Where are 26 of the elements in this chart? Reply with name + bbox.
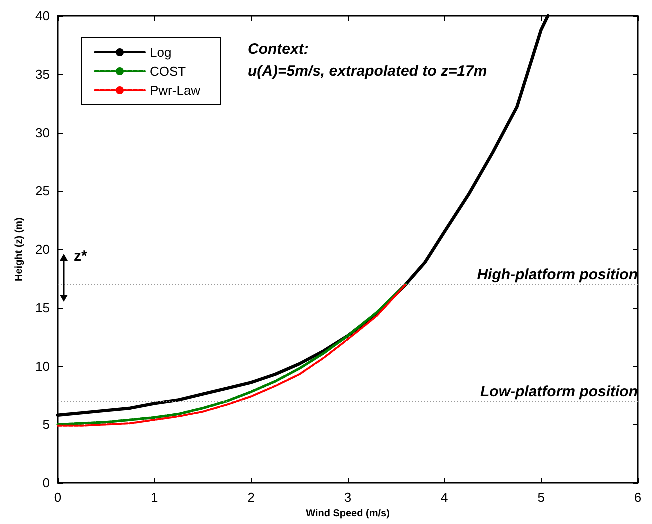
x-tick-label: 1 <box>151 490 158 506</box>
legend-label: COST <box>150 64 186 79</box>
y-tick-label: 0 <box>42 476 50 491</box>
y-tick-label: 25 <box>36 184 50 199</box>
annotation: z* <box>74 248 88 265</box>
x-tick-label: 6 <box>634 490 642 506</box>
x-tick-label: 3 <box>344 490 352 506</box>
legend-label: Pwr-Law <box>150 83 202 98</box>
x-tick-label: 0 <box>54 490 62 506</box>
ref-line-label: Low-platform position <box>480 383 638 400</box>
y-tick-label: 20 <box>36 242 50 258</box>
x-tick-label: 5 <box>538 490 545 506</box>
annotation: Context: <box>248 41 309 58</box>
ref-line-label: High-platform position <box>477 266 638 284</box>
y-tick-label: 40 <box>36 8 50 24</box>
x-tick-label: 2 <box>248 490 255 506</box>
annotation: u(A)=5m/s, extrapolated to z=17m <box>248 63 488 80</box>
legend-label: Log <box>150 45 172 60</box>
x-axis-title: Wind Speed (m/s) <box>306 508 390 520</box>
x-tick-label: 4 <box>441 490 448 506</box>
y-tick-label: 15 <box>36 300 50 316</box>
y-tick-label: 35 <box>36 66 50 82</box>
y-tick-label: 30 <box>36 125 50 140</box>
y-tick-label: 5 <box>42 417 50 432</box>
y-axis-title: Height (z) (m) <box>14 218 26 282</box>
y-tick-label: 10 <box>36 358 50 374</box>
